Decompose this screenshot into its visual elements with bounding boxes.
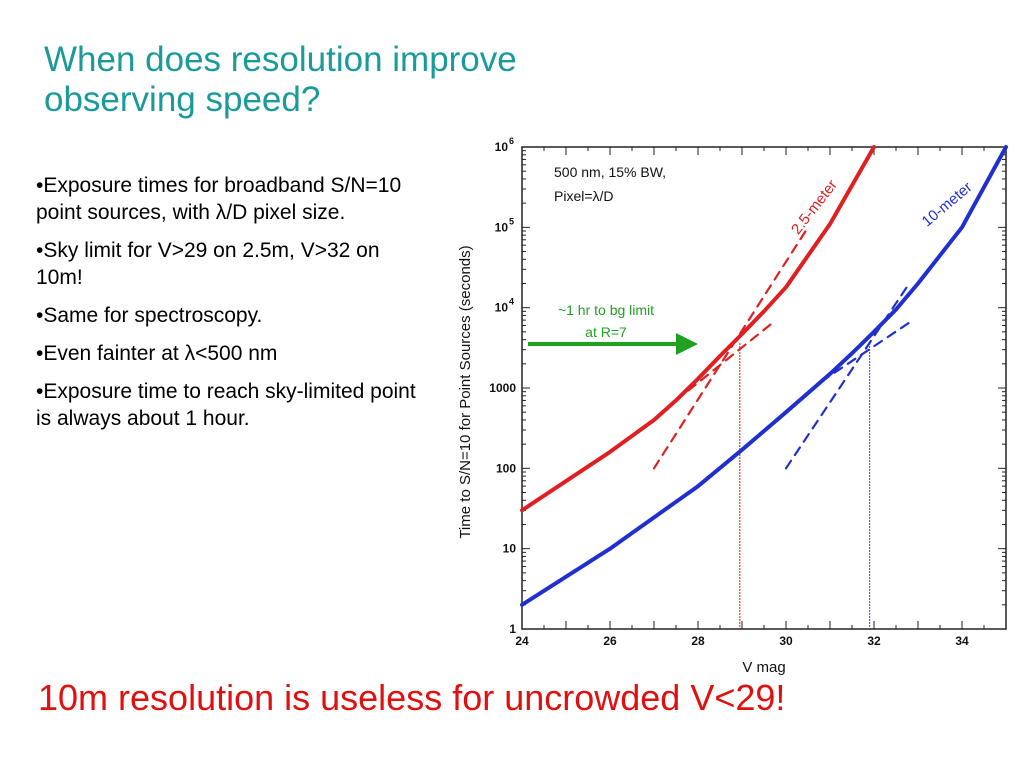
y-tick-label: 10: [495, 301, 509, 315]
x-tick-label: 28: [691, 634, 705, 648]
y-tick-exponent: 4: [509, 297, 514, 307]
asymptote-line: [674, 321, 774, 402]
asymptote-line: [784, 282, 911, 470]
conditions-note-line1: 500 nm, 15% BW,: [554, 164, 666, 180]
conclusion-text: 10m resolution is useless for uncrowded …: [38, 677, 786, 718]
y-tick-label: 10: [495, 220, 509, 234]
plot-frame: [521, 146, 1007, 630]
bullet-item: •Sky limit for V>29 on 2.5m, V>32 on 10m…: [36, 239, 380, 289]
asymptote-line: [820, 321, 911, 383]
series-line: [520, 145, 876, 513]
bullet-item: •Exposure time to reach sky-limited poin…: [36, 380, 416, 430]
bullet-item: •Even fainter at λ<500 nm: [36, 342, 278, 365]
y-tick-label: 10: [495, 140, 509, 154]
arrow-note-line1: ~1 hr to bg limit: [558, 302, 654, 318]
series-label-10-meter: 10-meter: [919, 179, 976, 231]
x-tick-label: 24: [515, 634, 529, 648]
bullet-item: •Exposure times for broadband S/N=10 poi…: [36, 174, 402, 224]
conditions-note-line2: Pixel=λ/D: [554, 188, 614, 204]
bullet-item: •Same for spectroscopy.: [36, 304, 263, 327]
y-tick-exponent: 5: [509, 216, 514, 226]
x-tick-label: 30: [779, 634, 793, 648]
x-tick-label: 26: [603, 634, 617, 648]
slide-title: When does resolution improve observing s…: [44, 40, 517, 119]
series-line: [520, 145, 1008, 607]
x-axis-label: V mag: [742, 659, 785, 676]
y-tick-label: 1000: [489, 381, 516, 395]
chart-series: [520, 145, 1008, 607]
x-tick-label: 32: [867, 634, 881, 648]
chart-markers: [739, 343, 871, 629]
y-tick-label: 10: [503, 542, 517, 556]
bullet-list: •Exposure times for broadband S/N=10 poi…: [36, 172, 424, 443]
y-tick-exponent: 6: [509, 136, 514, 146]
arrow-note-line2: at R=7: [585, 324, 627, 340]
y-tick-label: 100: [496, 461, 516, 475]
y-axis-label: Time to S/N=10 for Point Sources (second…: [457, 245, 474, 538]
series-label-2-5-meter: 2.5-meter: [788, 177, 841, 238]
y-tick-label: 1: [509, 622, 516, 636]
x-tick-label: 34: [955, 634, 969, 648]
arrow-icon: [528, 333, 698, 355]
asymptote-line: [652, 226, 810, 470]
